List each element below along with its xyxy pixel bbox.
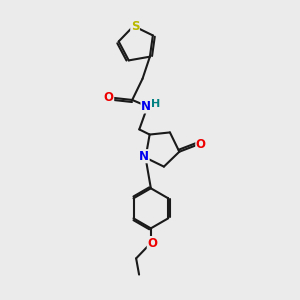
Text: O: O — [104, 91, 114, 104]
Text: H: H — [151, 99, 160, 109]
Text: N: N — [139, 150, 149, 163]
Text: S: S — [131, 20, 139, 32]
Text: N: N — [141, 100, 151, 113]
Text: O: O — [196, 138, 206, 151]
Text: O: O — [147, 237, 157, 250]
